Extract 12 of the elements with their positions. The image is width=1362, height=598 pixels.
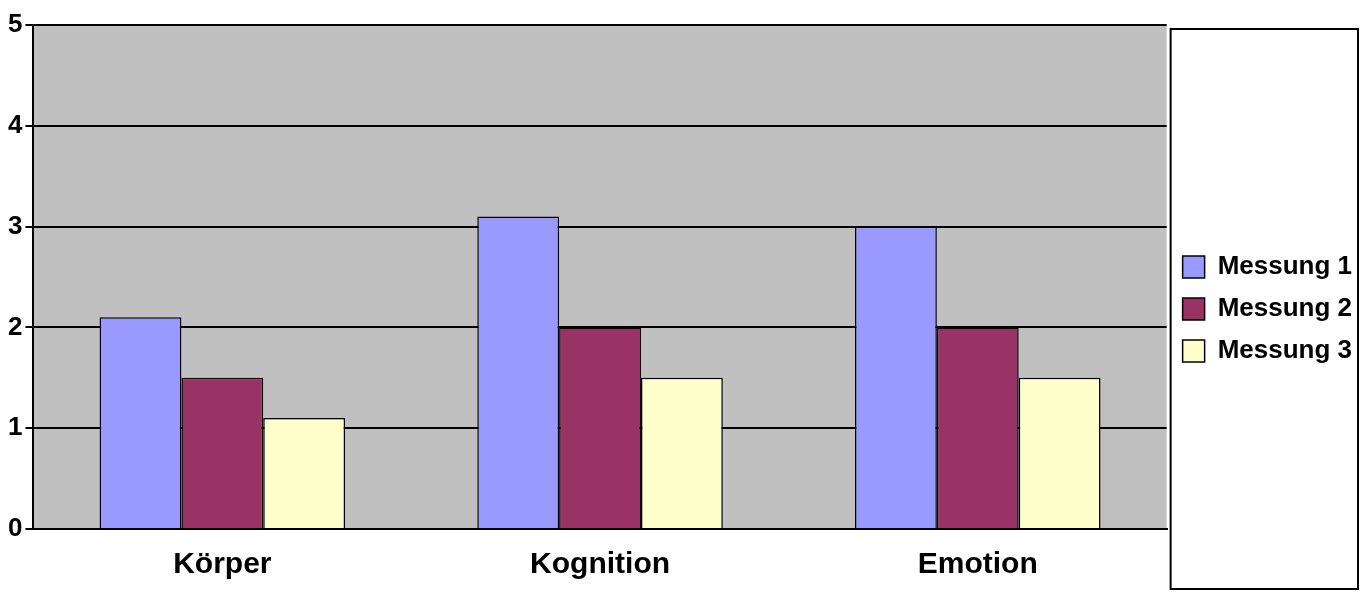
y-tick-label: 3 — [7, 209, 23, 240]
y-tick-label: 0 — [7, 512, 23, 543]
y-tick-label: 5 — [7, 8, 23, 39]
x-tick-label: Emotion — [917, 546, 1038, 580]
x-tick-label: Körper — [173, 546, 272, 580]
y-tick-label: 1 — [7, 411, 23, 442]
y-tick-label: 4 — [7, 108, 23, 139]
y-tick-label: 2 — [7, 310, 23, 341]
legend-label: Messung 2 — [1217, 292, 1353, 323]
legend-label: Messung 3 — [1217, 334, 1353, 365]
x-tick-label: Kognition — [530, 546, 671, 580]
legend-label: Messung 1 — [1217, 250, 1353, 281]
